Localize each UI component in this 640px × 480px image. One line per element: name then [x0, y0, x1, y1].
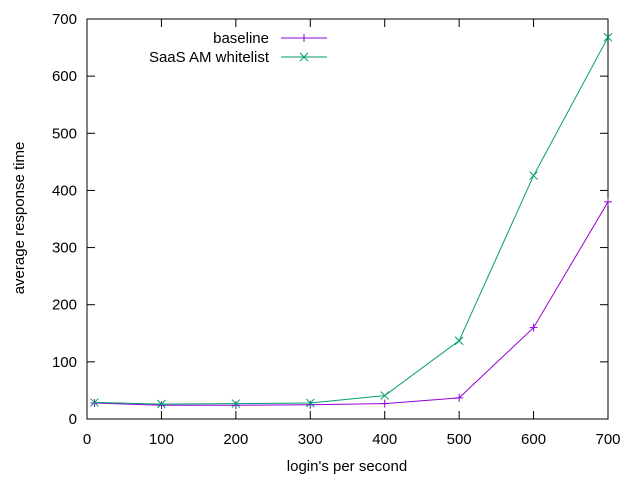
- series-line: [94, 37, 609, 405]
- y-tick-label: 200: [52, 297, 77, 314]
- x-tick-label: 0: [83, 431, 91, 448]
- plus-marker: [231, 401, 240, 410]
- legend-item: baseline: [213, 30, 327, 47]
- y-tick-label: 500: [52, 125, 77, 142]
- x-tick-label: 300: [298, 431, 323, 448]
- y-tick-label: 100: [52, 354, 77, 371]
- x-tick-label: 100: [149, 431, 174, 448]
- x-tick-label: 600: [521, 431, 546, 448]
- y-tick-label: 600: [52, 68, 77, 85]
- series-layer: [90, 32, 613, 410]
- plus-marker: [157, 401, 166, 410]
- y-tick-label: 300: [52, 240, 77, 257]
- y-tick-label: 0: [69, 411, 77, 428]
- legend-item: SaaS AM whitelist: [149, 49, 327, 66]
- series-1: [90, 197, 612, 410]
- x-tick-label: 200: [223, 431, 248, 448]
- y-tick-label: 400: [52, 182, 77, 199]
- cross-marker: [157, 399, 166, 409]
- x-axis-ticks: 0 100 200 300 400 500 600 700: [83, 19, 621, 448]
- cross-marker: [305, 398, 315, 408]
- plus-marker: [455, 393, 464, 402]
- plot-frame: [86, 18, 609, 420]
- cross-marker: [454, 336, 464, 346]
- cross-marker: [380, 391, 390, 400]
- cross-marker: [231, 399, 241, 408]
- plus-marker: [306, 400, 315, 409]
- cross-marker: [299, 52, 309, 62]
- series-2: [90, 32, 613, 409]
- plus-marker: [300, 34, 308, 42]
- cross-marker: [603, 32, 613, 42]
- x-tick-label: 400: [372, 431, 397, 448]
- x-tick-label: 500: [447, 431, 472, 448]
- plot-area: [86, 18, 609, 420]
- legend-label: baseline: [213, 30, 269, 47]
- series-line: [94, 201, 609, 406]
- legend: baseline SaaS AM whitelist: [149, 30, 327, 66]
- plus-marker: [604, 197, 612, 206]
- y-axis-label: average response time: [11, 142, 28, 295]
- plus-marker: [380, 399, 389, 408]
- legend-label: SaaS AM whitelist: [149, 49, 270, 66]
- x-tick-label: 700: [595, 431, 620, 448]
- plus-marker: [529, 323, 538, 332]
- y-tick-label: 700: [52, 11, 77, 28]
- cross-marker: [90, 398, 99, 407]
- cross-marker: [529, 171, 538, 180]
- y-axis-ticks: 0 100 200 300 400 500 600 700: [52, 11, 608, 428]
- x-axis-label: login's per second: [287, 458, 407, 475]
